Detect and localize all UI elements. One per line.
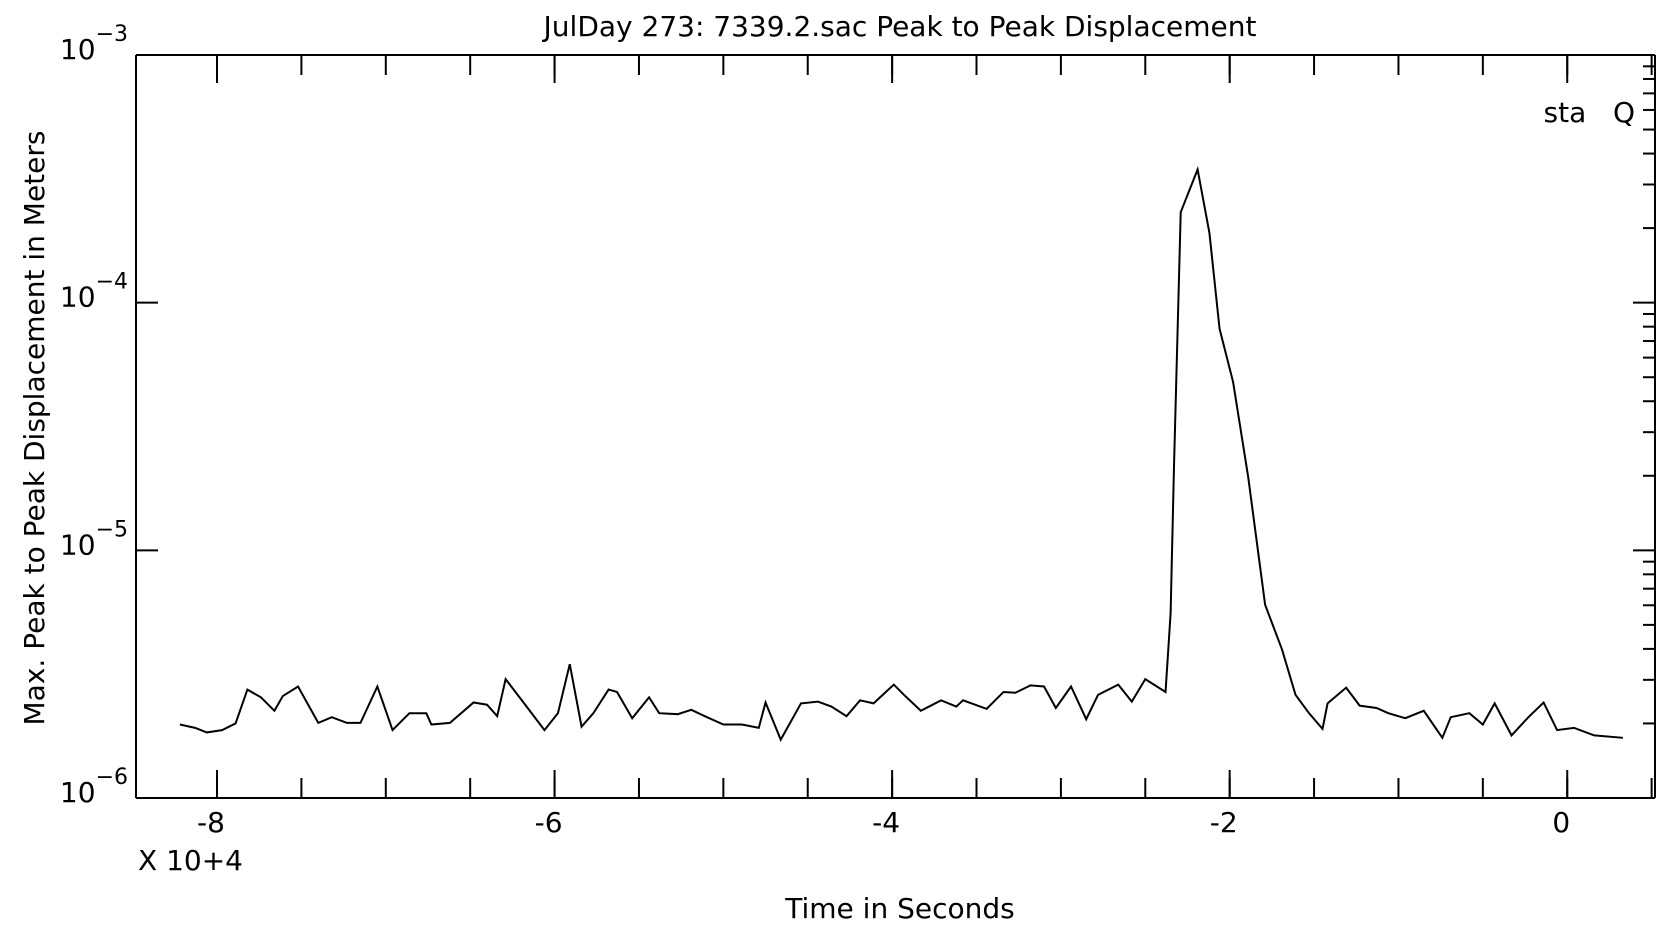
data-line (179, 165, 1624, 742)
station-label: sta Q (1544, 96, 1635, 129)
y-tick-exponent: −4 (96, 270, 128, 295)
y-tick-label: 10−3 (60, 22, 128, 66)
x-multiplier: X 10+4 (138, 844, 243, 877)
y-tick-base: 10 (60, 281, 96, 314)
x-tick-label: -8 (197, 806, 225, 839)
x-tick-label: -6 (535, 806, 563, 839)
x-tick-label: -2 (1210, 806, 1238, 839)
y-tick-base: 10 (60, 776, 96, 809)
y-tick-base: 10 (60, 33, 96, 66)
y-tick-base: 10 (60, 528, 96, 561)
y-tick-label: 10−5 (60, 517, 128, 561)
y-axis-label: Max. Peak to Peak Displacement in Meters (18, 131, 51, 726)
y-tick-exponent: −5 (96, 517, 128, 542)
chart-title: JulDay 273: 7339.2.sac Peak to Peak Disp… (542, 10, 1257, 43)
x-axis-label: Time in Seconds (784, 892, 1014, 925)
x-tick-label: -4 (872, 806, 900, 839)
y-tick-exponent: −6 (96, 765, 128, 790)
x-tick-label: 0 (1552, 806, 1570, 839)
y-tick-exponent: −3 (96, 22, 128, 47)
y-tick-label: 10−4 (60, 270, 128, 314)
y-tick-label: 10−6 (60, 765, 128, 809)
